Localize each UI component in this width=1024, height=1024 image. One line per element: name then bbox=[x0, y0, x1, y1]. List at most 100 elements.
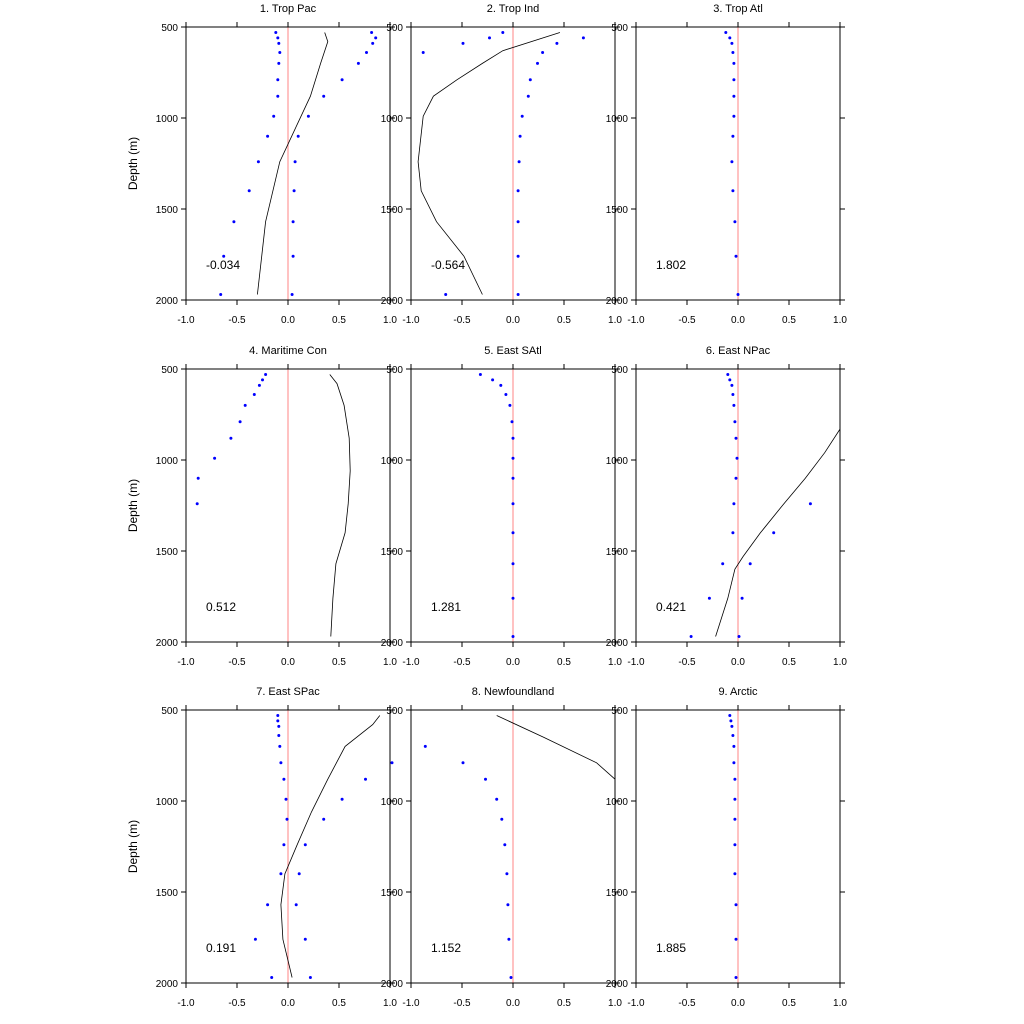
data-point bbox=[511, 531, 515, 535]
data-point bbox=[734, 937, 738, 941]
ytick-label: 500 bbox=[386, 23, 403, 34]
data-point bbox=[270, 976, 274, 979]
data-point bbox=[724, 31, 728, 34]
ytick-label: 1000 bbox=[156, 456, 179, 467]
xtick-label: 1.0 bbox=[383, 998, 397, 1009]
data-point bbox=[272, 114, 276, 118]
data-point bbox=[390, 761, 394, 765]
xtick-label: 0.0 bbox=[731, 315, 745, 326]
data-point bbox=[516, 220, 520, 224]
data-point bbox=[726, 373, 730, 376]
data-point bbox=[291, 254, 295, 258]
data-point bbox=[503, 843, 507, 847]
data-point bbox=[365, 51, 368, 54]
data-point bbox=[732, 744, 736, 748]
data-point bbox=[511, 476, 515, 480]
panel-value-1: -0.034 bbox=[206, 258, 240, 272]
xtick-label: 0.0 bbox=[281, 998, 295, 1009]
ytick-label: 500 bbox=[611, 706, 628, 717]
data-point bbox=[274, 31, 278, 34]
data-point bbox=[277, 724, 281, 728]
data-point bbox=[219, 293, 223, 296]
xtick-label: -1.0 bbox=[402, 998, 420, 1009]
data-point bbox=[229, 436, 233, 440]
data-point bbox=[732, 403, 736, 407]
data-point bbox=[504, 393, 508, 396]
data-point bbox=[734, 436, 738, 440]
data-point bbox=[276, 94, 280, 98]
data-point bbox=[461, 41, 465, 45]
ytick-label: 2000 bbox=[381, 638, 404, 649]
data-point bbox=[285, 817, 289, 821]
xtick-label: 1.0 bbox=[833, 998, 847, 1009]
data-point bbox=[731, 189, 735, 193]
data-point bbox=[732, 94, 736, 98]
ytick-label: 1000 bbox=[156, 114, 179, 125]
ytick-label: 1000 bbox=[606, 456, 629, 467]
xtick-label: 1.0 bbox=[833, 657, 847, 668]
ytick-label: 2000 bbox=[606, 638, 629, 649]
xtick-label: -1.0 bbox=[177, 657, 195, 668]
data-point bbox=[264, 373, 268, 376]
data-point bbox=[511, 456, 515, 460]
xtick-label: 0.5 bbox=[557, 998, 571, 1009]
data-point bbox=[689, 635, 693, 638]
data-point bbox=[371, 41, 375, 45]
xtick-label: 0.5 bbox=[782, 998, 796, 1009]
xtick-label: 0.0 bbox=[506, 657, 520, 668]
panel-value-3: 1.802 bbox=[656, 258, 686, 272]
data-point bbox=[808, 502, 812, 506]
data-point bbox=[732, 114, 736, 118]
ytick-label: 1000 bbox=[606, 797, 629, 808]
data-point bbox=[261, 378, 264, 382]
ytick-label: 1500 bbox=[156, 205, 179, 216]
ytick-label: 1000 bbox=[606, 114, 629, 125]
ytick-label: 500 bbox=[611, 23, 628, 34]
ytick-label: 2000 bbox=[156, 296, 179, 307]
panel-title-5: 5. East SAtl bbox=[484, 345, 541, 357]
data-point bbox=[306, 114, 310, 118]
xtick-label: 0.0 bbox=[281, 657, 295, 668]
curve-line-7 bbox=[280, 715, 381, 978]
data-point bbox=[293, 160, 297, 164]
xtick-label: 0.5 bbox=[557, 315, 571, 326]
data-point bbox=[772, 531, 776, 535]
data-point bbox=[303, 937, 307, 941]
data-point bbox=[511, 635, 515, 638]
data-point bbox=[730, 160, 734, 164]
data-point bbox=[511, 562, 515, 566]
ytick-label: 1500 bbox=[606, 205, 629, 216]
ytick-label: 1500 bbox=[606, 547, 629, 558]
data-point bbox=[495, 797, 499, 801]
data-point bbox=[730, 383, 734, 387]
xtick-label: 0.0 bbox=[506, 315, 520, 326]
curve-line-8 bbox=[496, 715, 616, 780]
ytick-label: 1000 bbox=[381, 456, 404, 467]
panel-value-7: 0.191 bbox=[206, 941, 236, 955]
data-point bbox=[735, 456, 739, 460]
xtick-label: 0.5 bbox=[782, 657, 796, 668]
data-point bbox=[252, 393, 256, 396]
data-point bbox=[290, 293, 294, 296]
data-point bbox=[340, 797, 344, 801]
data-point bbox=[308, 976, 312, 979]
data-point bbox=[356, 61, 360, 65]
panel-value-5: 1.281 bbox=[431, 600, 461, 614]
data-point bbox=[277, 734, 281, 737]
data-point bbox=[555, 41, 559, 45]
data-point bbox=[734, 903, 738, 907]
xtick-label: -1.0 bbox=[402, 315, 420, 326]
data-point bbox=[707, 596, 711, 600]
ytick-label: 2000 bbox=[156, 638, 179, 649]
data-point bbox=[278, 51, 282, 54]
ytick-label: 1500 bbox=[381, 888, 404, 899]
panel-title-1: 1. Trop Pac bbox=[260, 3, 317, 15]
ytick-label: 1500 bbox=[606, 888, 629, 899]
xtick-label: -0.5 bbox=[228, 998, 246, 1009]
data-point bbox=[541, 51, 545, 54]
data-point bbox=[730, 41, 734, 45]
data-point bbox=[511, 436, 515, 440]
xtick-label: -0.5 bbox=[678, 998, 696, 1009]
data-point bbox=[721, 562, 725, 566]
